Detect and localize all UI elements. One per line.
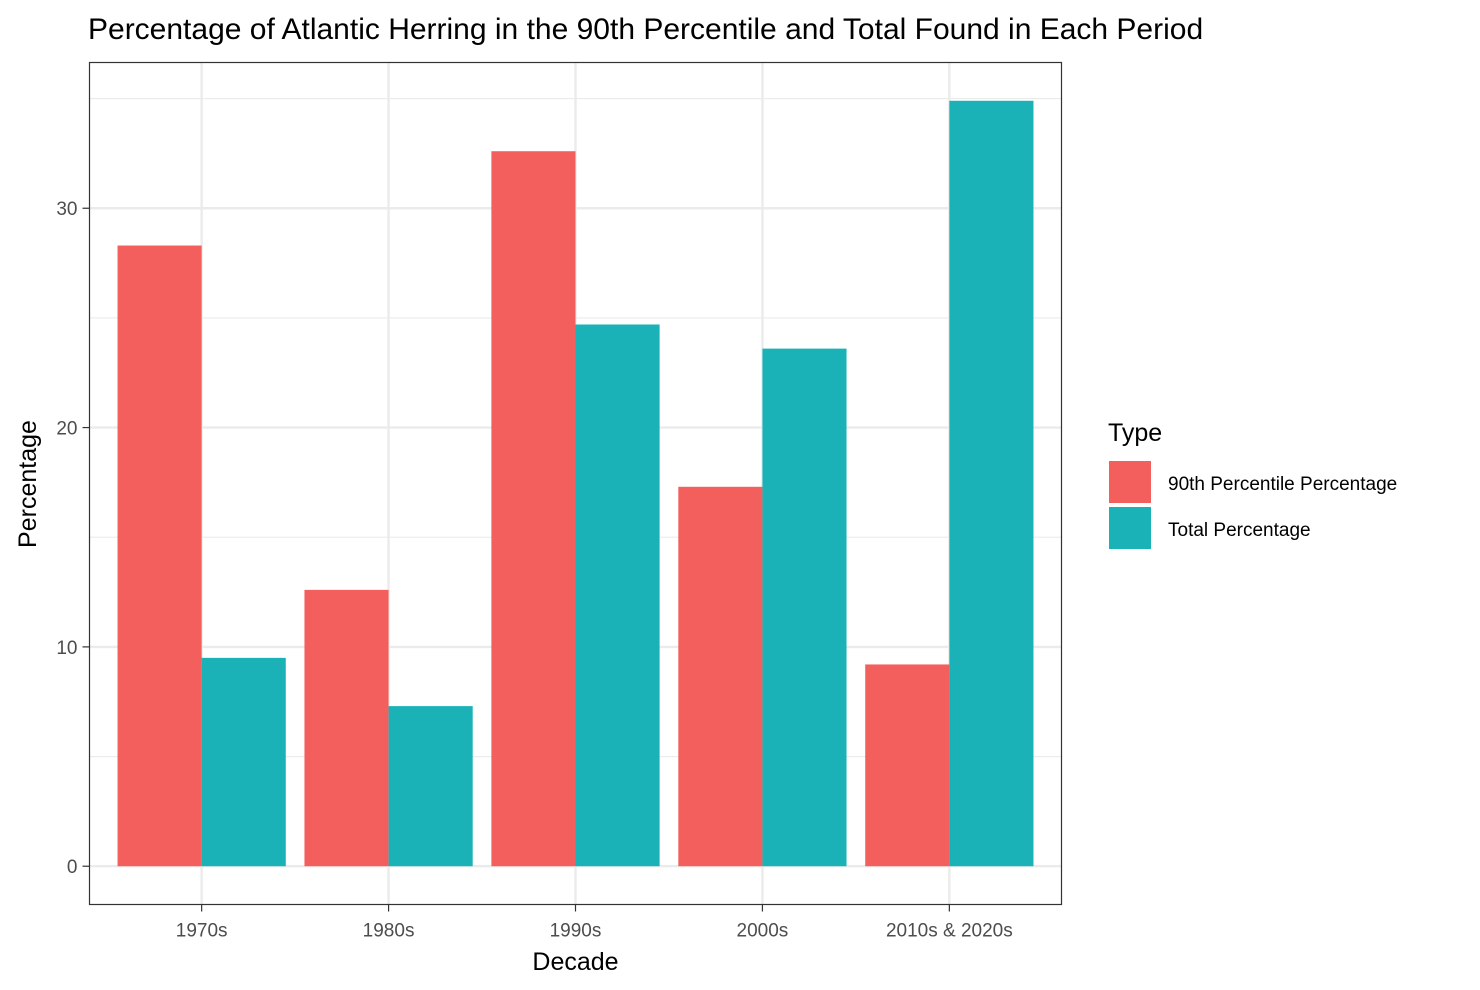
y-tick-label: 20 [56, 419, 77, 440]
bar-total-percentage-1 [201, 657, 286, 867]
legend-items: 90th Percentile Percentage Total Percenta… [1109, 461, 1397, 549]
y-tick-label: 30 [56, 199, 77, 220]
bar-total-percentage-5 [949, 100, 1034, 867]
bar-90th-percentile-percentage-4 [678, 486, 763, 867]
bar-total-percentage-4 [762, 348, 847, 867]
bar-total-percentage-2 [388, 706, 473, 867]
y-axis: 0 10 20 30 [56, 199, 90, 878]
bar-90th-percentile-percentage-2 [304, 589, 389, 867]
bars [117, 100, 1034, 867]
x-tick-label: 2010s & 2020s [886, 921, 1013, 942]
x-tick-label: 1980s [363, 921, 415, 942]
x-tick-label: 1970s [176, 921, 228, 942]
y-tick-label: 10 [56, 638, 77, 659]
bar-total-percentage-3 [575, 324, 660, 867]
bar-90th-percentile-percentage-5 [865, 664, 950, 867]
legend-key-90th-percentile-percentage [1109, 461, 1151, 503]
legend-key-total-percentage [1109, 507, 1151, 549]
x-tick-label: 2000s [737, 921, 789, 942]
x-axis: 1970s 1980s 1990s 2000s 2010s & 2020s [176, 904, 1013, 942]
legend-label-90th-percentile-percentage: 90th Percentile Percentage [1168, 474, 1397, 495]
chart-title: Percentage of Atlantic Herring in the 90… [88, 13, 1203, 46]
plot-panel [88, 61, 1063, 906]
bar-90th-percentile-percentage-1 [117, 245, 202, 867]
legend-title: Type [1108, 419, 1162, 447]
bar-90th-percentile-percentage-3 [491, 151, 576, 867]
y-tick-label: 0 [67, 857, 78, 878]
x-tick-label: 1990s [550, 921, 602, 942]
legend-label-total-percentage: Total Percentage [1168, 520, 1311, 541]
y-axis-title: Percentage [14, 420, 42, 548]
legend: Type 90th Percentile Percentage Total Per… [1108, 419, 1397, 549]
x-axis-title: Decade [532, 948, 618, 976]
